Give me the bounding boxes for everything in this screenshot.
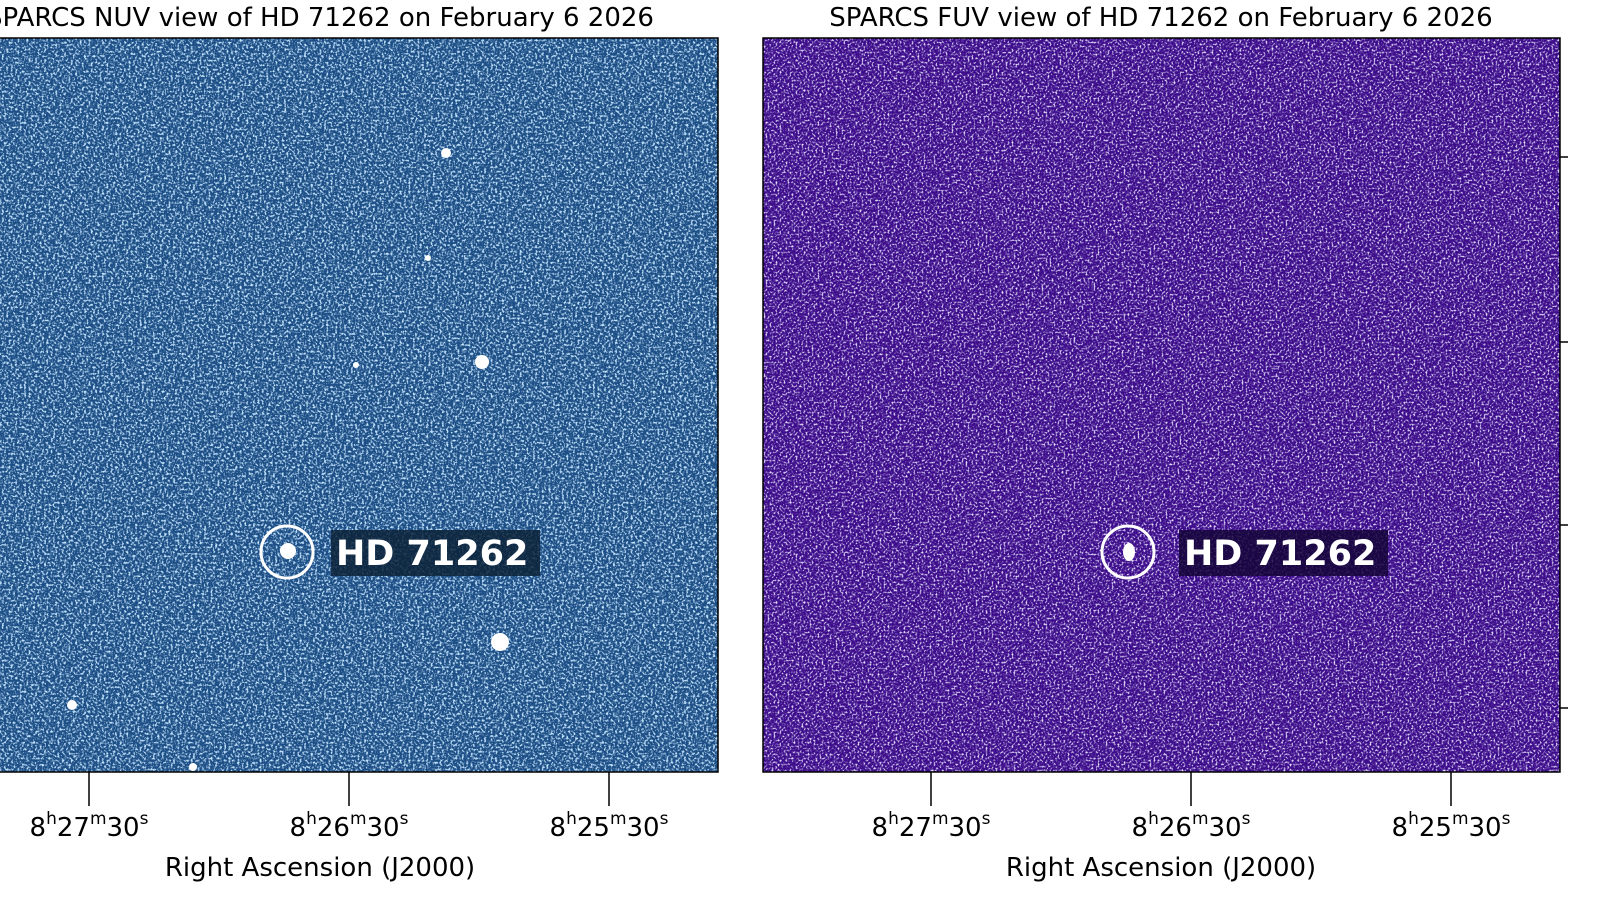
tick-number: 8 xyxy=(1132,813,1149,843)
ra-tick-label: 8h27m30s xyxy=(872,809,991,843)
nuv-image xyxy=(0,37,719,773)
tick-number: 8 xyxy=(290,813,307,843)
tick-number: 25 xyxy=(1419,813,1452,843)
ra-tick-label: 8h26m30s xyxy=(1132,809,1251,843)
unit-superscript: s xyxy=(1242,809,1251,829)
unit-superscript: h xyxy=(46,809,57,829)
ra-tick-label: 8h27m30s xyxy=(30,809,149,843)
x-axis-label: Right Ascension (J2000) xyxy=(165,853,475,883)
tick-number: 30 xyxy=(367,813,400,843)
tick-number: 27 xyxy=(899,813,932,843)
unit-superscript: m xyxy=(610,809,627,829)
unit-superscript: m xyxy=(90,809,107,829)
panel-title: SPARCS NUV view of HD 71262 on February … xyxy=(0,3,654,33)
unit-superscript: h xyxy=(888,809,899,829)
unit-superscript: m xyxy=(350,809,367,829)
unit-superscript: h xyxy=(1408,809,1419,829)
tick-number: 8 xyxy=(550,813,567,843)
unit-superscript: m xyxy=(932,809,949,829)
tick-number: 8 xyxy=(1392,813,1409,843)
tick-number: 26 xyxy=(317,813,350,843)
x-axis-label: Right Ascension (J2000) xyxy=(1006,853,1316,883)
unit-superscript: s xyxy=(982,809,991,829)
ra-tick-label: 8h25m30s xyxy=(550,809,669,843)
target-label: HD 71262 xyxy=(336,534,528,574)
unit-superscript: s xyxy=(1502,809,1511,829)
unit-superscript: h xyxy=(566,809,577,829)
tick-number: 30 xyxy=(1209,813,1242,843)
tick-number: 30 xyxy=(107,813,140,843)
unit-superscript: s xyxy=(400,809,409,829)
unit-superscript: s xyxy=(660,809,669,829)
tick-number: 30 xyxy=(949,813,982,843)
panel-title: SPARCS FUV view of HD 71262 on February … xyxy=(829,3,1492,33)
tick-number: 25 xyxy=(577,813,610,843)
tick-number: 30 xyxy=(627,813,660,843)
fuv-image xyxy=(762,37,1568,773)
unit-superscript: m xyxy=(1192,809,1209,829)
unit-superscript: h xyxy=(1148,809,1159,829)
tick-number: 8 xyxy=(30,813,47,843)
unit-superscript: m xyxy=(1452,809,1469,829)
tick-number: 8 xyxy=(872,813,889,843)
ra-tick-label: 8h25m30s xyxy=(1392,809,1511,843)
unit-superscript: h xyxy=(306,809,317,829)
tick-number: 27 xyxy=(57,813,90,843)
target-label: HD 71262 xyxy=(1184,534,1376,574)
tick-number: 30 xyxy=(1469,813,1502,843)
ra-tick-label: 8h26m30s xyxy=(290,809,409,843)
unit-superscript: s xyxy=(140,809,149,829)
tick-number: 26 xyxy=(1159,813,1192,843)
